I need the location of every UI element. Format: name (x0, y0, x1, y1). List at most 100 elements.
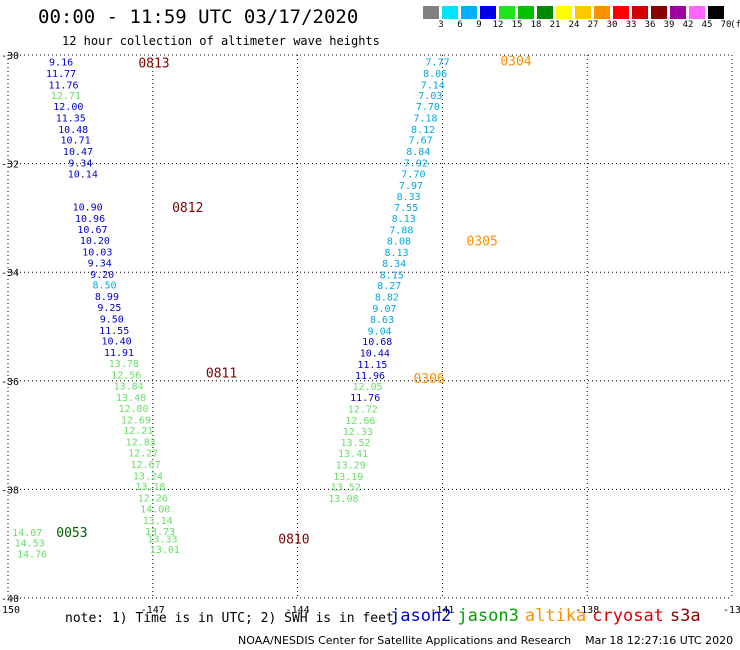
wave-height-point: 7.77 (426, 58, 450, 69)
x-tick-label: -144 (286, 605, 310, 616)
legend: jason2 jason3 altika cryosat s3a (390, 606, 707, 626)
wave-height-point: 9.25 (97, 303, 121, 314)
wave-height-point: 10.20 (80, 236, 110, 247)
scale-tick-label: 45 (701, 20, 713, 30)
wave-height-point: 8.15 (380, 270, 404, 281)
wave-height-point: 8.13 (384, 248, 408, 259)
y-tick-label: -40 (1, 594, 19, 605)
wave-height-point: 12.66 (345, 416, 375, 427)
wave-height-point: 14.00 (140, 504, 170, 515)
time-label: 0306 (413, 372, 444, 387)
wave-height-point: 7.92 (404, 159, 428, 170)
scale-tick-label: 12 (492, 20, 504, 30)
wave-height-point: 13.52 (331, 483, 361, 494)
scale-swatch (499, 6, 515, 19)
wave-height-point: 10.71 (61, 136, 91, 147)
wave-height-point: 7.18 (413, 113, 437, 124)
y-tick-label: -30 (1, 51, 19, 62)
wave-height-point: 10.90 (73, 202, 103, 213)
wave-height-point: 9.20 (90, 270, 114, 281)
wave-height-point: 12.21 (123, 426, 153, 437)
wave-height-point: 13.78 (109, 359, 139, 370)
time-label: 0305 (467, 235, 498, 250)
wave-height-point: 9.07 (372, 304, 396, 315)
scale-swatch (708, 6, 724, 19)
scale-swatch (442, 6, 458, 19)
scale-tick-label: 9 (476, 20, 482, 30)
x-tick-label: -141 (430, 605, 454, 616)
wave-height-point: 13.29 (336, 460, 366, 471)
scale-swatch (613, 6, 629, 19)
wave-height-point: 11.76 (350, 393, 380, 404)
wave-height-point: 9.16 (49, 58, 73, 69)
scale-tick-label: 15 (511, 20, 523, 30)
wave-height-point: 8.82 (375, 293, 399, 304)
wave-height-point: 13.52 (340, 438, 370, 449)
wave-height-point: 12.56 (111, 370, 141, 381)
legend-cryosat: cryosat (592, 606, 664, 626)
wave-height-point: 12.00 (53, 102, 83, 113)
wave-height-point: 12.72 (348, 404, 378, 415)
wave-height-point: 11.91 (104, 348, 134, 359)
wave-height-point: 11.77 (46, 69, 76, 80)
scale-swatch (518, 6, 534, 19)
scale-tick-label: 21 (549, 20, 561, 30)
wave-height-point: 8.06 (423, 69, 447, 80)
y-tick-label: -36 (1, 377, 19, 388)
scale-tick-label: 27 (587, 20, 599, 30)
scale-swatch (556, 6, 572, 19)
wave-height-point: 7.55 (394, 203, 418, 214)
wave-height-point: 13.84 (114, 382, 144, 393)
x-tick-label: -13 (723, 605, 740, 616)
wave-height-point: 8.13 (392, 214, 416, 225)
wave-height-point: 12.26 (138, 494, 168, 505)
wave-height-point: 7.14 (421, 80, 445, 91)
scale-tick-label: 36 (644, 20, 656, 30)
wave-height-point: 8.84 (406, 147, 430, 158)
wave-height-point: 9.50 (100, 314, 124, 325)
wave-height-point: 12.27 (128, 448, 158, 459)
wave-height-point: 14.76 (17, 549, 47, 560)
wave-height-point: 12.69 (121, 415, 151, 426)
wave-height-point: 7.70 (416, 102, 440, 113)
scale-swatch (651, 6, 667, 19)
wave-height-point: 8.12 (411, 125, 435, 136)
wave-height-point: 11.96 (355, 371, 385, 382)
wave-height-point: 13.01 (150, 545, 180, 556)
scale-swatch (575, 6, 591, 19)
wave-height-point: 8.34 (382, 259, 406, 270)
y-tick-label: -34 (1, 268, 19, 279)
y-tick-label: -38 (1, 485, 19, 496)
wave-height-point: 13.19 (333, 472, 363, 483)
scale-swatch (423, 6, 439, 19)
time-label: 0053 (56, 526, 87, 541)
x-tick-label: -138 (575, 605, 599, 616)
scale-unit: (ft) (730, 20, 740, 30)
x-tick-label: -150 (0, 605, 20, 616)
scale-tick-label: 18 (530, 20, 542, 30)
wave-height-point: 13.41 (338, 449, 368, 460)
wave-height-point: 7.88 (389, 225, 413, 236)
wave-height-point: 14.53 (15, 539, 45, 550)
wave-height-point: 13.33 (147, 534, 177, 545)
wave-height-point: 12.80 (118, 404, 148, 415)
wave-height-point: 12.33 (343, 427, 373, 438)
x-tick-label: -147 (141, 605, 165, 616)
wave-height-point: 10.03 (82, 248, 112, 259)
footer-credit: NOAA/NESDIS Center for Satellite Applica… (238, 634, 734, 647)
wave-height-point: 10.14 (68, 169, 98, 180)
wave-height-point: 14.07 (12, 528, 42, 539)
wave-height-point: 10.44 (360, 349, 390, 360)
wave-height-point: 7.03 (418, 91, 442, 102)
scale-tick-label: 30 (606, 20, 618, 30)
wave-height-point: 11.55 (99, 326, 129, 337)
scale-tick-label: 42 (682, 20, 694, 30)
wave-height-point: 10.96 (75, 214, 105, 225)
wave-height-point: 12.67 (131, 460, 161, 471)
scale-swatch (670, 6, 686, 19)
wave-height-point: 9.34 (68, 159, 92, 170)
time-label: 0304 (500, 54, 531, 69)
wave-height-point: 13.18 (135, 482, 165, 493)
scale-swatch (461, 6, 477, 19)
